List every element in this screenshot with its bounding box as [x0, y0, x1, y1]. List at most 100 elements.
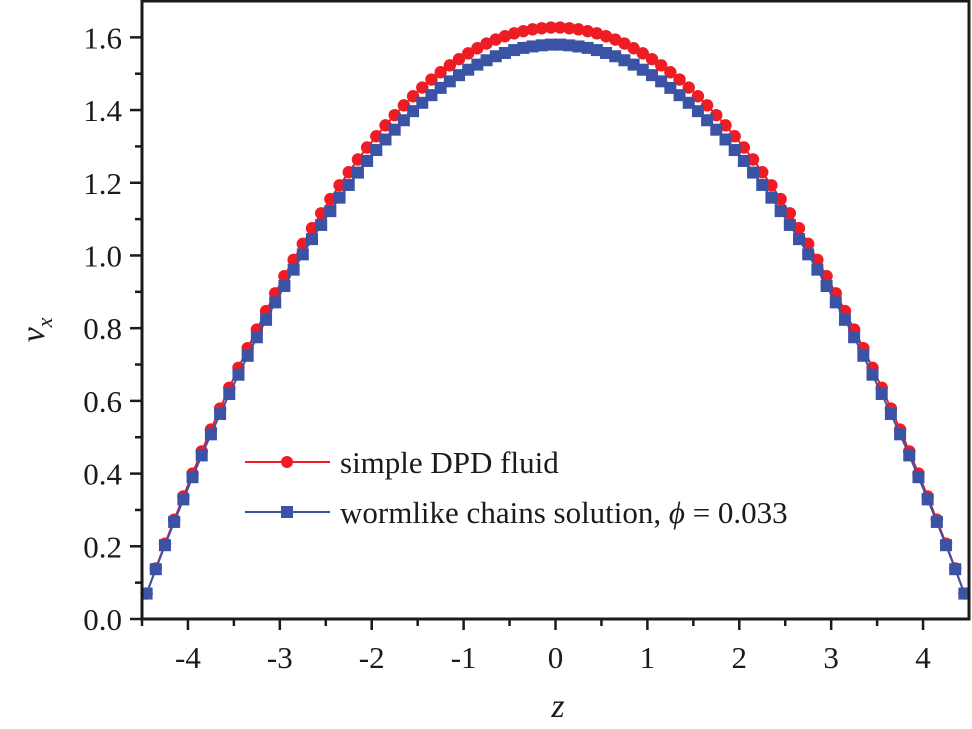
legend-label-wormlike-value: = 0.033 — [685, 495, 788, 530]
data-point-circle — [572, 23, 585, 36]
data-point-square — [894, 428, 907, 441]
y-tick-label: 1.2 — [83, 166, 122, 201]
data-point-square — [866, 368, 879, 381]
legend-label-wormlike-text: wormlike chains solution, — [340, 495, 669, 530]
data-point-square — [535, 39, 548, 52]
data-point-circle — [351, 153, 365, 166]
data-point-square — [838, 313, 851, 326]
data-point-square — [664, 81, 677, 94]
data-point-circle — [563, 22, 576, 35]
svg-text:vx: vx — [15, 317, 57, 342]
data-point-square — [691, 105, 704, 118]
data-point-circle — [700, 99, 714, 112]
data-point-circle — [397, 99, 411, 112]
data-point-square — [737, 154, 750, 167]
data-point-circle — [296, 237, 310, 251]
x-tick-label: -4 — [175, 640, 201, 675]
data-point-circle — [434, 66, 447, 79]
y-tick-label: 0.6 — [83, 384, 122, 419]
data-point-circle — [342, 166, 355, 179]
data-point-square — [921, 493, 934, 506]
data-point-square — [793, 233, 806, 246]
data-point-square — [820, 280, 833, 293]
data-point-circle — [719, 119, 732, 132]
data-point-square — [618, 54, 631, 67]
data-point-circle — [360, 141, 374, 154]
x-tick-label: 3 — [823, 640, 839, 675]
data-point-square — [287, 263, 300, 276]
data-point-square — [581, 41, 594, 54]
y-tick-label: 1.6 — [83, 20, 122, 55]
y-axis-title: vx — [15, 317, 57, 342]
data-point-square — [765, 191, 778, 204]
data-point-square — [719, 133, 732, 146]
data-point-square — [462, 63, 475, 76]
data-point-square — [416, 96, 429, 109]
data-point-square — [140, 587, 153, 600]
data-point-circle — [765, 179, 778, 192]
phi-symbol: ϕ — [669, 495, 685, 530]
y-tick-label: 1.0 — [83, 238, 122, 273]
data-point-square — [361, 154, 374, 167]
x-tick-label: 1 — [640, 640, 656, 675]
data-point-square — [544, 38, 557, 51]
x-axis: -4 -3 -2 -1 0 1 2 3 4 — [140, 619, 931, 675]
y-axis-title-subscript: x — [32, 317, 57, 328]
data-point-square — [149, 563, 162, 576]
data-point-square — [590, 44, 603, 57]
y-tick-label: 0.2 — [83, 529, 122, 564]
x-tick-label: -1 — [451, 640, 477, 675]
data-point-square — [250, 331, 263, 344]
x-tick-label: 2 — [732, 640, 748, 675]
data-point-circle — [654, 59, 668, 72]
data-point-square — [728, 144, 741, 157]
data-point-square — [756, 178, 769, 191]
data-point-square — [710, 123, 723, 136]
data-point-circle — [710, 108, 723, 122]
data-point-square — [848, 331, 861, 344]
data-point-square — [554, 38, 567, 51]
data-point-square — [425, 89, 438, 102]
data-point-square — [774, 205, 787, 218]
data-point-square — [655, 75, 668, 88]
data-point-square — [260, 313, 273, 326]
data-point-circle — [774, 192, 787, 206]
data-point-square — [958, 587, 971, 600]
data-point-square — [407, 105, 420, 118]
data-point-square — [563, 39, 576, 52]
data-point-square — [278, 280, 291, 293]
data-point-circle — [425, 73, 438, 86]
data-point-circle — [517, 24, 530, 38]
data-point-square — [305, 233, 318, 246]
data-point-circle — [682, 81, 695, 94]
y-axis-title-main: v — [15, 326, 52, 342]
data-point-circle — [324, 192, 337, 206]
data-point-circle — [756, 166, 769, 179]
data-point-circle — [406, 90, 420, 103]
legend-label-simple-dpd: simple DPD fluid — [340, 445, 559, 480]
data-point-circle — [305, 222, 319, 235]
data-point-square — [223, 387, 236, 400]
data-point-square — [177, 493, 190, 506]
data-point-circle — [636, 47, 649, 60]
data-point-square — [379, 133, 392, 146]
data-point-square — [195, 449, 208, 462]
data-point-square — [508, 44, 521, 57]
data-point-circle — [783, 207, 797, 220]
data-point-square — [609, 50, 622, 63]
x-tick-label: -3 — [267, 640, 293, 675]
data-point-square — [315, 218, 328, 231]
data-point-square — [480, 54, 493, 67]
data-point-square — [397, 114, 410, 127]
data-point-square — [811, 263, 824, 276]
data-point-square — [517, 41, 530, 54]
data-point-circle — [544, 21, 558, 34]
data-point-square — [214, 407, 227, 420]
data-point-square — [333, 191, 346, 204]
y-tick-label: 0.4 — [83, 457, 122, 492]
data-point-square — [572, 40, 585, 53]
data-point-square — [682, 96, 695, 109]
data-point-square — [204, 428, 217, 441]
data-point-square — [269, 296, 282, 309]
